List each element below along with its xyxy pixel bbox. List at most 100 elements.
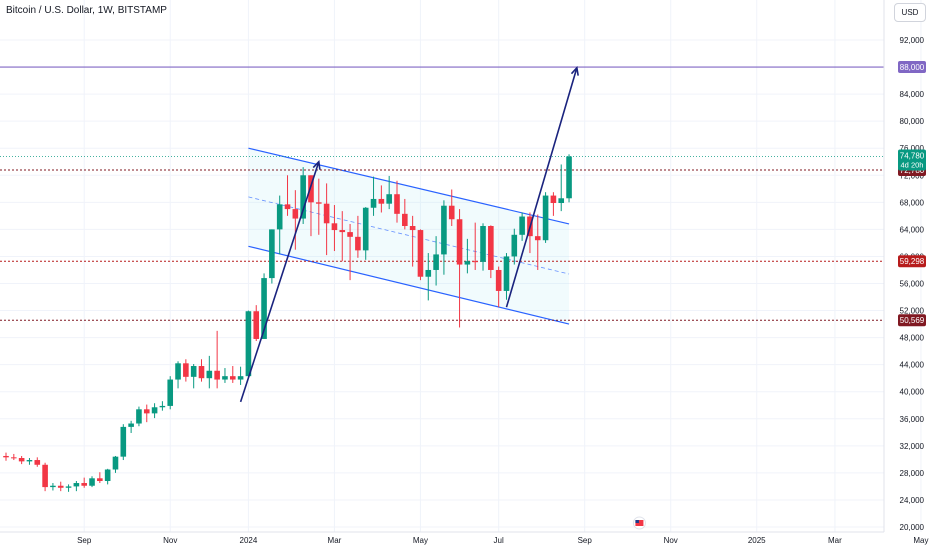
y-tick-label: 84,000 bbox=[900, 90, 925, 99]
candle-body bbox=[3, 455, 9, 458]
candle-body bbox=[386, 194, 392, 204]
candle-body bbox=[511, 234, 518, 257]
candle-body bbox=[11, 457, 17, 459]
flag-canton bbox=[635, 520, 639, 523]
y-tick-label: 40,000 bbox=[900, 388, 925, 397]
y-tick-label: 32,000 bbox=[900, 442, 925, 451]
candle-body bbox=[269, 229, 275, 279]
x-tick-label: Sep bbox=[77, 536, 92, 545]
y-tick-label: 76,000 bbox=[900, 144, 925, 153]
candle-body bbox=[362, 207, 369, 251]
candle-body bbox=[558, 198, 565, 204]
level-label-bg bbox=[898, 314, 926, 327]
level-label: 72,780 bbox=[900, 166, 925, 175]
y-tick-label: 92,000 bbox=[900, 36, 925, 45]
x-tick-label: Jul bbox=[494, 536, 504, 545]
x-tick-label: 2024 bbox=[240, 536, 258, 545]
candle-body bbox=[417, 230, 424, 277]
y-tick-label: 44,000 bbox=[900, 361, 925, 370]
candle-body bbox=[143, 409, 150, 414]
y-tick-label: 24,000 bbox=[900, 496, 925, 505]
y-tick-label: 28,000 bbox=[900, 469, 925, 478]
time-axis: Sep Nov 2024 Mar May Jul Sep Nov 2025 Mar May bbox=[0, 531, 929, 545]
candle-body bbox=[97, 478, 103, 482]
countdown-label: 4d 20h bbox=[901, 160, 924, 169]
candle-body bbox=[488, 226, 494, 270]
candle-body bbox=[175, 363, 181, 380]
candle-body bbox=[167, 379, 174, 406]
channel-mid-line bbox=[248, 196, 570, 275]
candle-body bbox=[229, 376, 236, 380]
candle-body bbox=[159, 405, 166, 408]
chart-title: Bitcoin / U.S. Dollar, 1W, BITSTAMP bbox=[6, 5, 167, 16]
x-tick-label: May bbox=[413, 536, 428, 545]
x-tick-label: Nov bbox=[664, 536, 678, 545]
level-label: 88,000 bbox=[900, 63, 925, 72]
candle-body bbox=[50, 485, 56, 488]
candle-body bbox=[339, 230, 346, 233]
candle-body bbox=[81, 483, 87, 486]
candle-body bbox=[65, 486, 72, 488]
candle-body bbox=[542, 195, 549, 241]
candle-body bbox=[464, 261, 471, 265]
candle-body bbox=[480, 226, 486, 262]
candle-body bbox=[300, 175, 306, 219]
candle-body bbox=[456, 219, 463, 265]
level-label-bg bbox=[898, 61, 926, 74]
candle-body bbox=[222, 376, 228, 380]
candle-body bbox=[183, 363, 189, 377]
candle-body bbox=[323, 203, 330, 224]
y-tick-label: 68,000 bbox=[900, 198, 925, 207]
candle-body bbox=[316, 202, 322, 204]
horizontal-levels bbox=[0, 66, 884, 321]
y-tick-label: 56,000 bbox=[900, 280, 925, 289]
candle-body bbox=[448, 205, 455, 220]
candle-body bbox=[73, 483, 80, 487]
x-tick-label: 2025 bbox=[748, 536, 766, 545]
candle-body bbox=[378, 198, 385, 204]
candle-body bbox=[370, 198, 377, 208]
candle-body bbox=[26, 460, 33, 462]
candle-body bbox=[308, 175, 314, 203]
candle-body bbox=[42, 464, 48, 488]
candle-body bbox=[120, 426, 127, 457]
event-flag-icon bbox=[632, 516, 646, 530]
arrow-line bbox=[239, 161, 320, 403]
y-tick-label: 80,000 bbox=[900, 117, 925, 126]
candle-body bbox=[190, 366, 197, 377]
candle-body bbox=[331, 223, 338, 231]
candle-body bbox=[136, 409, 142, 424]
candle-body bbox=[534, 236, 541, 241]
candle-body bbox=[292, 209, 299, 219]
candle-body bbox=[206, 370, 213, 379]
candle-body bbox=[151, 407, 158, 414]
last-price-label: 74,780 bbox=[900, 151, 925, 160]
candle-body bbox=[433, 254, 439, 270]
candle-body bbox=[394, 194, 400, 214]
candle-body bbox=[409, 226, 416, 231]
channel-upper-line bbox=[248, 147, 570, 225]
currency-button[interactable]: USD bbox=[894, 3, 926, 22]
candle-body bbox=[214, 370, 220, 380]
candle-body bbox=[237, 376, 244, 380]
x-tick-label: Mar bbox=[328, 536, 342, 545]
level-label-bg bbox=[898, 255, 926, 268]
candle-body bbox=[425, 269, 432, 277]
candle-body bbox=[550, 195, 557, 204]
descending-channel bbox=[248, 147, 570, 325]
y-tick-label: 48,000 bbox=[900, 334, 925, 343]
channel-lower-line bbox=[248, 245, 570, 325]
candle-body bbox=[347, 232, 353, 237]
arrow-head bbox=[570, 65, 579, 76]
trend-arrows bbox=[239, 65, 579, 403]
last-price-label-bg bbox=[898, 149, 926, 171]
candle-body bbox=[284, 204, 291, 210]
candle-body bbox=[355, 236, 361, 251]
x-tick-label: May bbox=[913, 536, 928, 545]
arrow-head bbox=[312, 160, 321, 170]
candle-body bbox=[112, 456, 119, 470]
candle-body bbox=[566, 156, 572, 199]
x-tick-label: Sep bbox=[578, 536, 593, 545]
candle-body bbox=[495, 269, 502, 291]
